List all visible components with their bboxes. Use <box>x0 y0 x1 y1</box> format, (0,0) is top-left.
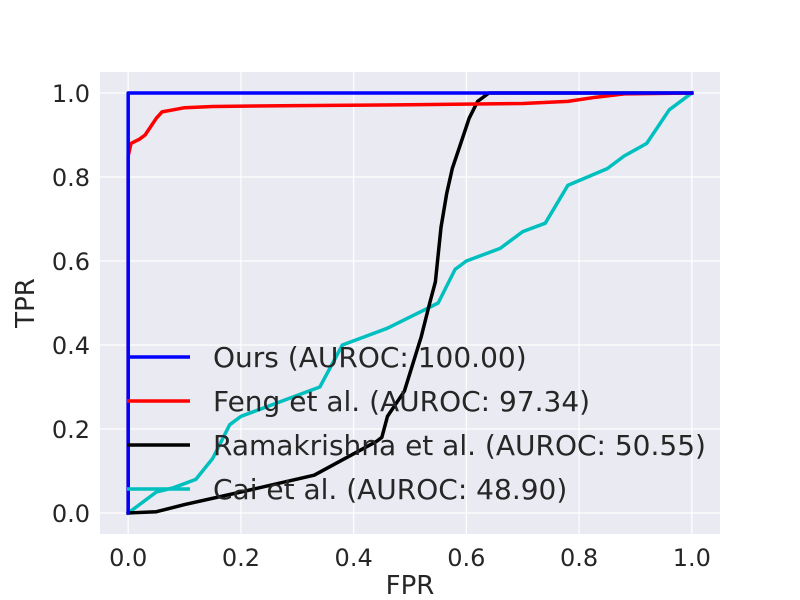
x-tick-label: 0.0 <box>109 544 147 572</box>
series-line-1 <box>126 91 694 515</box>
legend: Ours (AUROC: 100.00) Feng et al. (AUROC: … <box>127 341 706 506</box>
y-axis-label: TPR <box>11 278 41 329</box>
series-line-0 <box>126 91 694 515</box>
series-line-2 <box>126 91 694 515</box>
y-tick-label: 0.6 <box>52 248 90 276</box>
plot-background <box>100 72 720 534</box>
x-tick-label: 0.4 <box>335 544 373 572</box>
x-tick-label: 1.0 <box>673 544 711 572</box>
x-axis-label: FPR <box>386 571 435 600</box>
legend-label: Ours (AUROC: 100.00) <box>213 341 527 374</box>
y-tick-label: 0.4 <box>52 332 90 360</box>
y-axis-ticks: 0.0 0.2 0.4 0.6 0.8 1.0 <box>52 80 90 528</box>
x-tick-label: 0.6 <box>447 544 485 572</box>
y-tick-label: 0.0 <box>52 500 90 528</box>
y-tick-label: 1.0 <box>52 80 90 108</box>
legend-label: Ramakrishna et al. (AUROC: 50.55) <box>213 429 706 462</box>
series-line-3 <box>125 90 695 516</box>
legend-label: Cai et al. (AUROC: 48.90) <box>213 473 567 506</box>
y-tick-label: 0.2 <box>52 416 90 444</box>
legend-label: Feng et al. (AUROC: 97.34) <box>213 385 590 418</box>
y-tick-label: 0.8 <box>52 164 90 192</box>
x-tick-label: 0.2 <box>222 544 260 572</box>
series-layer <box>125 90 695 516</box>
x-tick-label: 0.8 <box>560 544 598 572</box>
x-axis-ticks: 0.0 0.2 0.4 0.6 0.8 1.0 <box>109 544 711 572</box>
